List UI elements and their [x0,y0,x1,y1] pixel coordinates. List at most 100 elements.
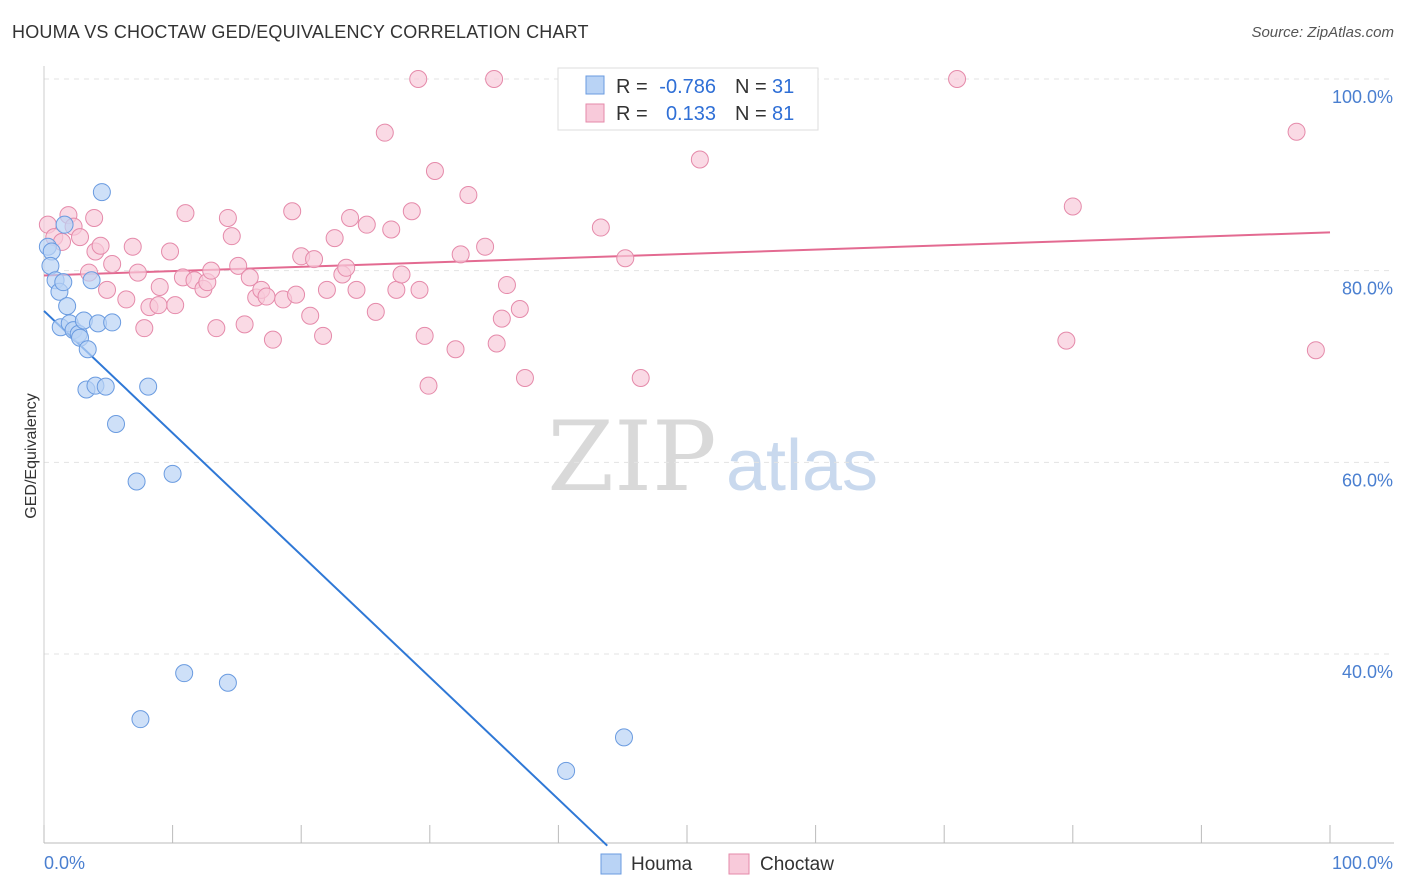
choctaw-swatch [585,103,605,123]
choctaw-point [150,277,169,296]
source-credit: Source: ZipAtlas.com [1251,24,1394,41]
choctaw-point [240,268,259,287]
choctaw-point [341,208,360,227]
choctaw-point [409,70,428,88]
choctaw-point [325,229,344,248]
choctaw-point [1306,341,1325,360]
choctaw-point [382,220,401,239]
houma-point [131,710,150,729]
choctaw-point [71,228,90,247]
houma-swatch [585,75,605,95]
choctaw-point [451,245,470,264]
bottom-legend-choctaw-swatch [728,853,750,875]
choctaw-point [402,202,421,221]
houma-n-value: 31 [772,76,794,98]
choctaw-point [91,236,110,255]
data-points [38,70,1325,780]
choctaw-trend-line [43,231,1331,277]
choctaw-point [419,376,438,395]
houma-point [175,664,194,683]
choctaw-r-value: 0.133 [666,103,716,125]
choctaw-point [446,340,465,359]
choctaw-point [305,250,324,269]
choctaw-point [459,185,478,204]
houma-point [96,377,115,396]
choctaw-n-label: N = [735,103,767,125]
choctaw-point [492,309,511,328]
houma-point [92,183,111,202]
watermark-atlas: atlas [726,426,878,506]
houma-point [218,673,237,692]
choctaw-point [123,237,142,256]
stats-legend: R = -0.786 N = 31 R = 0.133 N = 81 [557,67,819,131]
houma-r-value: -0.786 [659,76,716,98]
choctaw-point [218,208,237,227]
choctaw-point [515,369,534,387]
choctaw-point [497,276,516,295]
choctaw-point [103,254,122,273]
choctaw-point [176,204,195,223]
choctaw-point [98,280,117,299]
choctaw-point [317,280,336,299]
y-tick-label: 80.0% [1342,279,1393,299]
y-tick-labels: 40.0% 60.0% 80.0% 100.0% [1332,87,1393,682]
choctaw-point [616,249,635,268]
choctaw-point [366,302,385,321]
choctaw-point [314,326,333,345]
bottom-legend-houma-swatch [600,853,622,875]
watermark-zip: ZIP [547,401,716,513]
choctaw-point [207,319,226,338]
bottom-legend: Houma Choctaw [600,853,834,875]
houma-point [82,271,101,290]
choctaw-point [347,280,366,299]
houma-point [107,415,126,433]
houma-point [127,472,146,491]
choctaw-point [283,202,302,221]
choctaw-n-value: 81 [772,103,794,125]
houma-point [54,273,73,292]
choctaw-point [222,227,241,246]
choctaw-point [690,150,709,169]
choctaw-point [415,326,434,345]
choctaw-point [375,123,394,142]
choctaw-point [392,265,411,284]
choctaw-point [591,218,610,237]
choctaw-point [229,256,248,275]
choctaw-point [631,369,650,387]
houma-point [58,297,77,316]
choctaw-point [1063,197,1082,216]
choctaw-point [337,258,356,277]
choctaw-point [410,280,429,299]
houma-point [557,761,576,780]
choctaw-point [257,287,276,306]
bottom-legend-choctaw: Choctaw [760,854,834,875]
choctaw-point [387,280,406,299]
x-tick-label: 100.0% [1332,853,1393,873]
bottom-legend-houma: Houma [631,854,693,875]
houma-point [614,728,633,747]
x-tick-labels: 0.0% 100.0% [44,853,1393,873]
choctaw-point [301,306,320,325]
houma-point [78,340,97,359]
grid [44,78,1394,655]
choctaw-point [117,290,136,309]
y-tick-label: 100.0% [1332,87,1393,107]
choctaw-point [166,296,185,315]
houma-point [103,313,122,332]
choctaw-point [161,242,180,261]
houma-r-label: R = [616,76,648,98]
choctaw-point [425,162,444,180]
choctaw-point [1287,122,1306,141]
houma-point [163,464,182,483]
choctaw-point [85,208,104,227]
choctaw-point [476,237,495,256]
choctaw-r-label: R = [616,103,648,125]
choctaw-point [510,300,529,318]
choctaw-point [948,70,967,88]
houma-point [139,377,158,396]
choctaw-point [263,330,282,349]
trend-lines [43,231,1331,847]
choctaw-point [128,263,147,282]
choctaw-point [357,215,376,234]
